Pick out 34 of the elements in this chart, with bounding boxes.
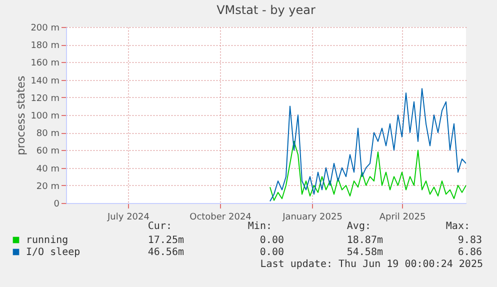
text: Max: bbox=[446, 221, 470, 232]
y-tick-label: 80 m bbox=[36, 129, 60, 140]
text: Last update: Thu Jun 19 00:00:24 2025 bbox=[260, 259, 483, 270]
legend-label: running bbox=[26, 235, 68, 246]
y-tick-label: 60 m bbox=[36, 146, 60, 157]
text: 0.00 bbox=[260, 247, 284, 258]
text: 18.87m bbox=[346, 235, 383, 246]
text: Avg: bbox=[346, 221, 371, 232]
text: 0.00 bbox=[260, 235, 284, 246]
y-tick-label: 140 m bbox=[30, 76, 60, 86]
y-tick-label: 100 m bbox=[30, 112, 60, 122]
y-tick-label: 200 m bbox=[30, 24, 60, 34]
legend-label: I/O sleep bbox=[26, 247, 80, 258]
x-tick-label: July 2024 bbox=[106, 212, 150, 222]
text: 9.83 bbox=[458, 235, 482, 246]
y-tick-label: 180 m bbox=[30, 41, 60, 52]
x-tick-label: January 2025 bbox=[282, 212, 342, 222]
line-series bbox=[270, 88, 466, 202]
y-axis-title: process states bbox=[14, 76, 28, 156]
x-tick-label: October 2024 bbox=[190, 212, 252, 222]
y-tick-label: 160 m bbox=[30, 58, 60, 69]
y-tick-label: 120 m bbox=[30, 94, 60, 104]
text: 46.56m bbox=[148, 247, 184, 258]
text: Min: bbox=[248, 221, 272, 232]
x-tick-label: April 2025 bbox=[379, 212, 426, 222]
line-series bbox=[270, 140, 466, 201]
text: 54.58m bbox=[346, 247, 383, 258]
text: Cur: bbox=[148, 221, 172, 232]
text: 17.25m bbox=[148, 235, 184, 246]
y-tick-label: 40 m bbox=[36, 164, 60, 174]
chart-title: VMstat - by year bbox=[216, 3, 316, 17]
text: 6.86 bbox=[458, 247, 482, 258]
y-tick-label: 0 bbox=[54, 200, 60, 210]
y-tick-label: 20 m bbox=[36, 182, 60, 192]
